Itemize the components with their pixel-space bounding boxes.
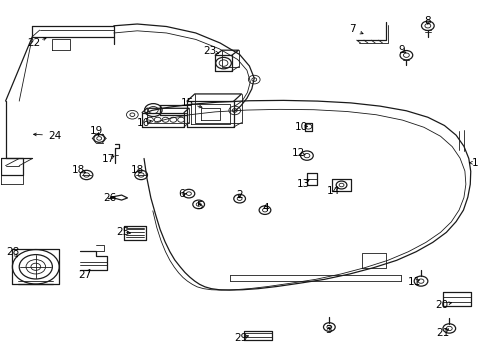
Text: 18: 18 bbox=[72, 165, 85, 175]
Text: 29: 29 bbox=[233, 333, 247, 343]
Text: 13: 13 bbox=[296, 179, 309, 189]
Text: 5: 5 bbox=[196, 201, 203, 211]
Text: 22: 22 bbox=[27, 38, 41, 48]
Text: 1: 1 bbox=[470, 158, 477, 168]
Text: 8: 8 bbox=[424, 16, 430, 26]
Text: 24: 24 bbox=[49, 131, 62, 140]
Text: 16: 16 bbox=[136, 118, 149, 128]
Text: 6: 6 bbox=[178, 189, 184, 199]
Text: 12: 12 bbox=[291, 148, 304, 158]
Text: 4: 4 bbox=[262, 203, 269, 213]
Text: 25: 25 bbox=[116, 228, 129, 237]
Text: 7: 7 bbox=[349, 24, 355, 35]
Text: 23: 23 bbox=[203, 46, 217, 56]
Text: 20: 20 bbox=[434, 300, 447, 310]
Text: 3: 3 bbox=[325, 325, 331, 335]
Text: 14: 14 bbox=[326, 186, 339, 196]
Text: 26: 26 bbox=[103, 193, 116, 203]
Text: 17: 17 bbox=[101, 154, 114, 164]
Text: 10: 10 bbox=[294, 122, 307, 132]
Text: 9: 9 bbox=[397, 45, 404, 55]
Text: 11: 11 bbox=[407, 277, 420, 287]
Text: 21: 21 bbox=[435, 328, 448, 338]
Text: 18: 18 bbox=[130, 165, 143, 175]
Text: 28: 28 bbox=[6, 247, 19, 257]
Text: 2: 2 bbox=[236, 190, 243, 200]
Text: 19: 19 bbox=[89, 126, 102, 136]
Text: 15: 15 bbox=[181, 98, 194, 108]
Text: 27: 27 bbox=[78, 270, 91, 280]
